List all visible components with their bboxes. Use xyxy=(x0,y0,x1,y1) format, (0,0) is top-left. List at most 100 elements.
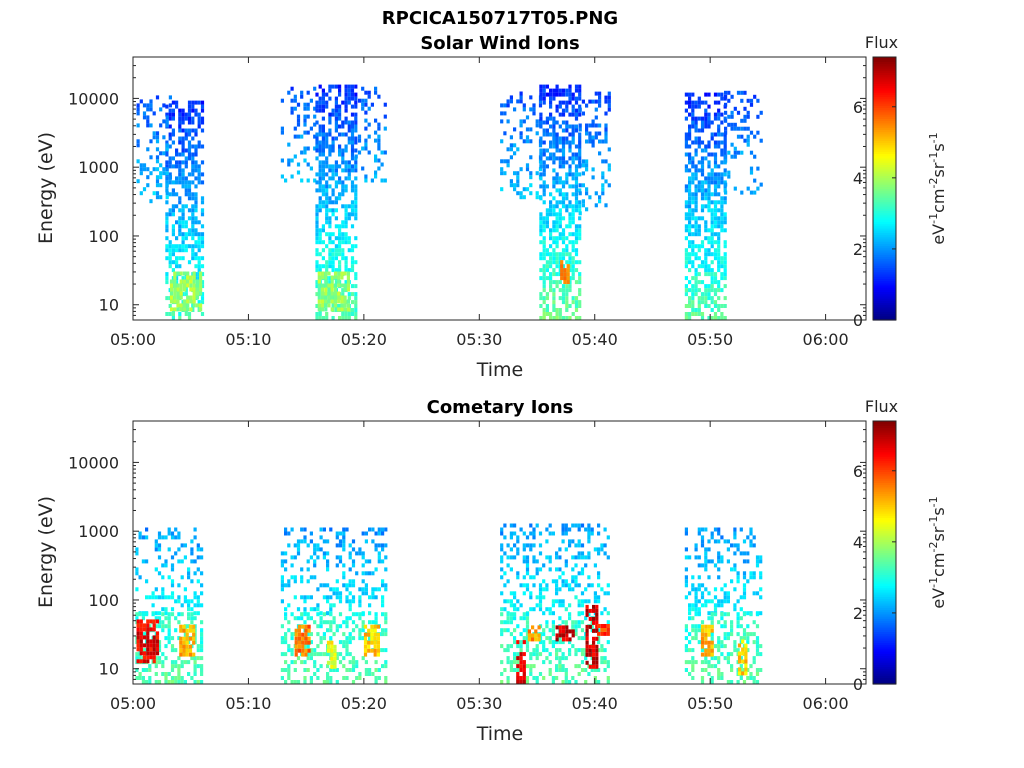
flux-cell xyxy=(509,99,513,104)
flux-cell xyxy=(177,559,181,564)
flux-cell xyxy=(568,640,572,645)
colorbar-step xyxy=(873,100,896,104)
flux-cell xyxy=(345,644,349,649)
flux-cell xyxy=(354,154,358,159)
flux-cell xyxy=(525,583,530,588)
flux-cell xyxy=(574,124,579,129)
flux-cell xyxy=(704,196,708,201)
colorbar-label-part: s xyxy=(929,143,948,151)
flux-cell xyxy=(319,583,323,588)
flux-cell xyxy=(197,124,201,129)
flux-cell xyxy=(555,204,559,209)
flux-cell xyxy=(146,183,150,188)
flux-cell xyxy=(590,668,594,672)
flux-cell xyxy=(717,124,721,129)
flux-cell xyxy=(571,256,575,261)
flux-cell xyxy=(549,288,553,293)
flux-cell xyxy=(351,636,356,641)
flux-cell xyxy=(168,260,172,265)
flux-cell xyxy=(287,162,291,167)
flux-cell xyxy=(183,680,187,684)
flux-cell-hot xyxy=(370,648,374,653)
flux-cell-hot xyxy=(155,619,160,624)
flux-cell xyxy=(697,563,701,568)
flux-cell xyxy=(710,224,714,229)
flux-cell-hot xyxy=(324,295,328,300)
flux-cell xyxy=(561,120,566,125)
flux-cell xyxy=(506,147,510,152)
flux-cell xyxy=(694,547,698,552)
colorbar-step xyxy=(873,651,896,654)
flux-cell xyxy=(334,128,338,133)
flux-cell xyxy=(500,547,504,552)
flux-cell xyxy=(597,640,601,645)
flux-cell xyxy=(551,531,555,536)
flux-cell xyxy=(710,168,714,173)
flux-cell xyxy=(374,90,378,95)
flux-cell xyxy=(568,276,572,281)
flux-cell xyxy=(688,312,692,316)
flux-cell xyxy=(568,216,572,221)
flux-cell xyxy=(303,620,307,625)
flux-cell xyxy=(313,106,317,111)
flux-cell-hot xyxy=(176,307,180,312)
flux-cell xyxy=(555,652,559,657)
flux-cell xyxy=(539,256,543,261)
flux-cell xyxy=(688,280,692,285)
flux-cell-hot xyxy=(317,283,321,288)
flux-cell xyxy=(196,567,200,572)
flux-cell xyxy=(684,316,688,320)
flux-cell xyxy=(334,216,338,221)
flux-cell xyxy=(532,648,536,653)
flux-cell xyxy=(542,644,546,649)
flux-cell xyxy=(707,192,711,197)
flux-cell xyxy=(571,620,575,625)
flux-cell-hot xyxy=(179,644,183,649)
flux-cell xyxy=(181,120,185,125)
flux-cell xyxy=(197,112,201,117)
flux-cell xyxy=(749,166,754,171)
flux-cell xyxy=(200,128,205,133)
flux-cell xyxy=(187,148,192,153)
flux-cell xyxy=(187,244,192,249)
flux-cell xyxy=(381,599,385,604)
flux-cell xyxy=(191,136,195,141)
flux-cell xyxy=(746,142,750,147)
flux-cell xyxy=(328,260,332,265)
flux-cell xyxy=(707,180,711,185)
flux-cell xyxy=(574,84,579,89)
flux-cell xyxy=(328,128,332,133)
flux-cell-hot xyxy=(346,299,350,304)
flux-cell xyxy=(303,535,307,540)
flux-cell xyxy=(159,123,163,128)
colorbar-step xyxy=(873,230,896,233)
flux-cell xyxy=(334,136,338,141)
flux-cell xyxy=(691,196,695,201)
flux-cell xyxy=(358,551,362,556)
flux-cell xyxy=(684,583,688,588)
flux-cell-hot xyxy=(189,307,193,312)
flux-cell xyxy=(713,527,718,532)
flux-cell xyxy=(313,122,317,127)
flux-cell xyxy=(309,676,313,680)
flux-cell xyxy=(700,603,705,608)
colorbar-step xyxy=(873,85,896,89)
flux-cell xyxy=(752,680,756,684)
flux-cell xyxy=(313,607,317,612)
flux-cell xyxy=(538,99,543,104)
flux-cell xyxy=(341,256,345,261)
flux-cell xyxy=(548,555,552,560)
flux-cell xyxy=(374,118,378,123)
flux-cell xyxy=(697,228,701,233)
flux-cell xyxy=(746,134,750,139)
flux-cell xyxy=(545,128,549,133)
flux-cell xyxy=(344,184,348,189)
flux-cell xyxy=(684,292,688,297)
flux-cell xyxy=(723,212,727,217)
flux-cell xyxy=(500,171,504,176)
flux-cell xyxy=(574,236,579,241)
flux-cell xyxy=(322,583,326,588)
flux-cell xyxy=(577,636,581,641)
flux-cell xyxy=(161,624,165,629)
flux-cell xyxy=(338,559,343,564)
